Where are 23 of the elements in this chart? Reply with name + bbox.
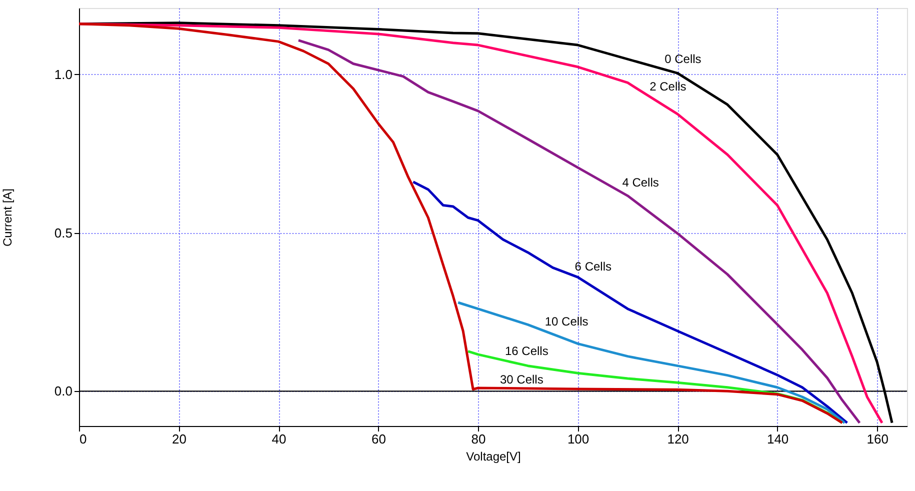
line-series	[456, 301, 846, 424]
x-tick-label: 60	[372, 432, 386, 446]
x-tick-label: 140	[766, 432, 789, 446]
annotation: 16 Cells	[504, 344, 548, 358]
x-tick-label: 160	[866, 432, 888, 446]
x-tick-label: 80	[471, 432, 486, 446]
y-tick-label: 1.0	[54, 67, 72, 82]
annotation: 10 Cells	[544, 314, 588, 328]
y-axis-title: Current [A]	[0, 188, 14, 247]
x-axis-title: Voltage[V]	[466, 450, 521, 464]
y-tick-label: 0.0	[54, 384, 72, 399]
x-tick-label: 0	[80, 432, 87, 446]
x-tick-label: 100	[567, 432, 590, 446]
annotation: 2 Cells	[650, 79, 686, 94]
annotation: 0 Cells	[664, 52, 702, 66]
line-series	[297, 39, 861, 424]
annotation: 6 Cells	[574, 259, 612, 274]
x-tick-label: 40	[272, 432, 286, 446]
annotation: 4 Cells	[622, 176, 659, 190]
y-tick-label: 0.5	[54, 225, 72, 240]
annotation: 30 Cells	[500, 372, 544, 386]
x-tick-label: 120	[667, 432, 689, 446]
x-tick-label: 20	[172, 432, 186, 446]
